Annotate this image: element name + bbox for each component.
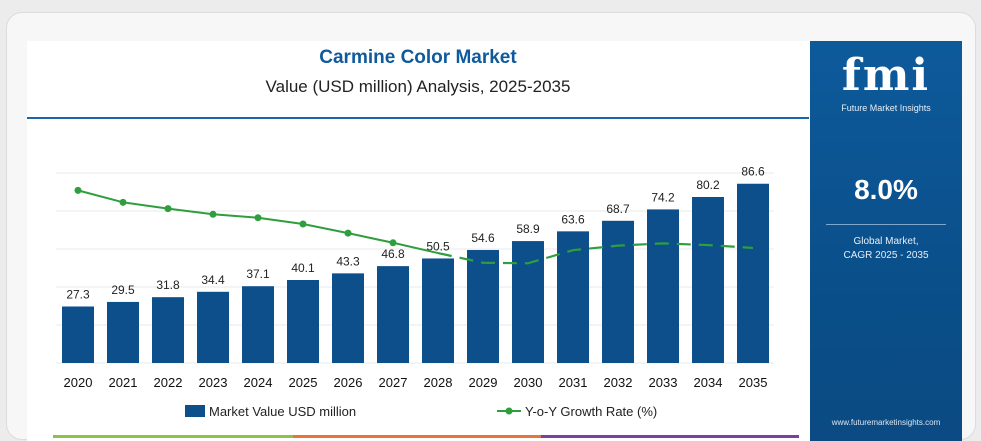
growth-point [299, 220, 307, 228]
bottom-strip-green [53, 435, 293, 438]
sidebar: fmi Future Market Insights 8.0% Global M… [810, 41, 962, 441]
bar-label: 43.3 [336, 254, 360, 268]
bar-label: 29.5 [111, 283, 135, 297]
bar-2033 [647, 209, 679, 363]
growth-point [389, 239, 397, 247]
bar-2020 [62, 306, 94, 363]
cagr-value: 8.0% [854, 174, 918, 205]
bar-label: 34.4 [201, 273, 225, 287]
bar-label: 31.8 [156, 278, 180, 292]
x-tick-label: 2035 [739, 375, 768, 390]
bar-2034 [692, 196, 724, 363]
bar-line-chart: 27.3 2020 29.5 2021 31.8 2022 34.4 2023 37.1 2024… [56, 165, 774, 419]
bottom-strip-purple [541, 435, 799, 438]
bar-label: 54.6 [471, 231, 495, 245]
bar-2026 [332, 273, 364, 363]
bar-label: 80.2 [696, 178, 720, 192]
growth-point [254, 214, 262, 222]
chart-subtitle: Value (USD million) Analysis, 2025-2035 [265, 77, 571, 96]
bar-label: 68.7 [606, 202, 630, 216]
growth-point [209, 210, 217, 218]
x-tick-label: 2025 [289, 375, 318, 390]
growth-line-forecast [437, 242, 754, 265]
x-tick-label: 2029 [469, 375, 498, 390]
bar-2031 [557, 231, 589, 363]
bar-label: 50.5 [426, 239, 450, 253]
bar-2032 [602, 220, 634, 363]
bar-2021 [107, 301, 139, 363]
bar-2028 [422, 258, 454, 363]
bar-label: 46.8 [381, 247, 405, 261]
cagr-label-line2: CAGR 2025 - 2035 [843, 250, 929, 261]
bar-2027 [377, 266, 409, 363]
bar-label: 40.1 [291, 261, 315, 275]
x-tick-label: 2034 [694, 375, 723, 390]
legend-line-marker [505, 407, 513, 415]
legend-bar-swatch [185, 405, 205, 417]
bar-2025 [287, 279, 319, 363]
x-tick-label: 2027 [379, 375, 408, 390]
logo-tagline: Future Market Insights [841, 103, 931, 113]
chart-panel: Carmine Color Market Value (USD million)… [27, 41, 962, 441]
x-tick-label: 2031 [559, 375, 588, 390]
sidebar-divider [826, 224, 946, 225]
growth-point [119, 198, 127, 206]
growth-line [77, 189, 439, 255]
bar-2029 [467, 249, 499, 363]
title-divider [27, 117, 809, 119]
cagr-label-line1: Global Market, [853, 236, 919, 247]
x-tick-label: 2020 [64, 375, 93, 390]
x-tick-label: 2024 [244, 375, 273, 390]
x-tick-label: 2032 [604, 375, 633, 390]
legend-bar-label: Market Value USD million [209, 404, 356, 419]
x-tick-label: 2030 [514, 375, 543, 390]
bar-label: 74.2 [651, 190, 675, 204]
bar-label: 37.1 [246, 267, 270, 281]
x-tick-label: 2033 [649, 375, 678, 390]
x-tick-label: 2026 [334, 375, 363, 390]
bar-label: 86.6 [741, 165, 765, 179]
website-link[interactable]: www.futuremarketinsights.com [831, 418, 941, 427]
x-tick-label: 2022 [154, 375, 183, 390]
chart-card: Carmine Color Market Value (USD million)… [6, 12, 976, 441]
bar-2023 [197, 291, 229, 363]
bar-2035 [737, 183, 769, 363]
bar-2022 [152, 297, 184, 363]
fmi-logo: fmi [841, 50, 931, 101]
x-tick-label: 2023 [199, 375, 228, 390]
x-tick-label: 2028 [424, 375, 453, 390]
bar-label: 63.6 [561, 212, 585, 226]
growth-point [344, 229, 352, 237]
growth-point [74, 186, 82, 194]
bar-label: 27.3 [66, 287, 90, 301]
cagr-label: Global Market, CAGR 2025 - 2035 [810, 235, 962, 263]
growth-point [164, 205, 172, 213]
chart-title: Carmine Color Market [319, 47, 517, 68]
bar-label: 58.9 [516, 222, 540, 236]
legend-line-label: Y-o-Y Growth Rate (%) [525, 404, 657, 419]
bar-2024 [242, 286, 274, 363]
x-tick-label: 2021 [109, 375, 138, 390]
bottom-strip-orange [293, 435, 541, 438]
bar-2030 [512, 241, 544, 363]
